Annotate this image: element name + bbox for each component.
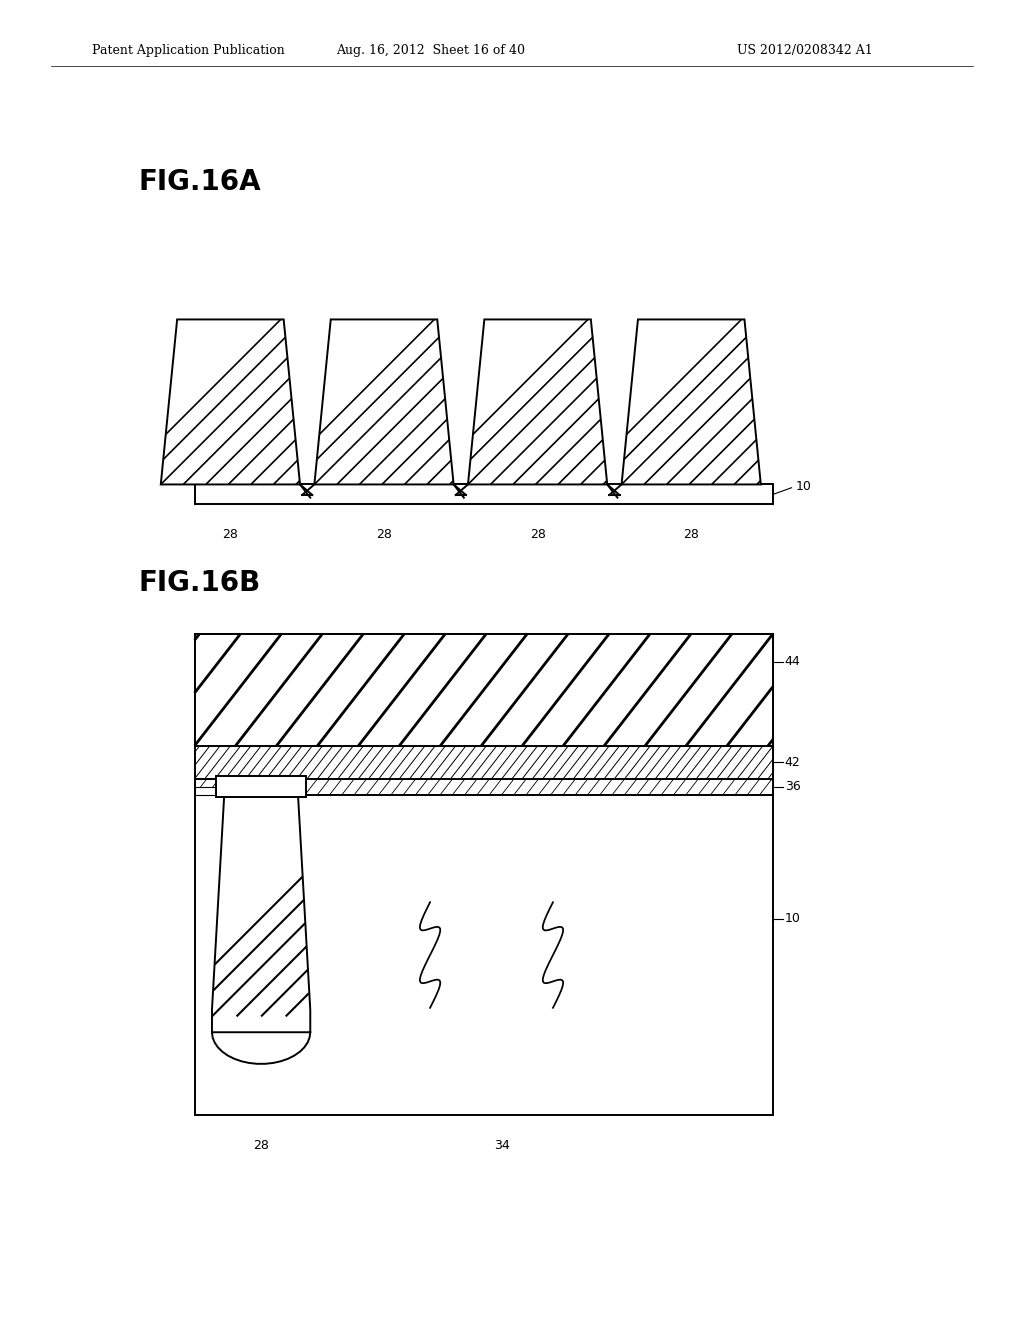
Text: Aug. 16, 2012  Sheet 16 of 40: Aug. 16, 2012 Sheet 16 of 40 bbox=[336, 44, 524, 57]
Polygon shape bbox=[212, 795, 310, 1032]
Polygon shape bbox=[314, 319, 454, 484]
Text: 28: 28 bbox=[529, 528, 546, 541]
Text: 10: 10 bbox=[784, 912, 801, 925]
Bar bbox=[195, 746, 773, 779]
Text: 28: 28 bbox=[376, 528, 392, 541]
Bar bbox=[195, 634, 773, 1115]
Text: 28: 28 bbox=[253, 1139, 269, 1152]
Bar bbox=[195, 484, 773, 504]
Bar bbox=[195, 634, 773, 746]
Text: 42: 42 bbox=[784, 756, 801, 768]
Bar bbox=[216, 776, 306, 797]
Polygon shape bbox=[468, 319, 607, 484]
Text: 10: 10 bbox=[796, 480, 812, 492]
Text: 44: 44 bbox=[784, 655, 801, 668]
Text: FIG.16A: FIG.16A bbox=[138, 168, 261, 197]
Polygon shape bbox=[161, 319, 300, 484]
Polygon shape bbox=[195, 787, 219, 795]
Text: 34: 34 bbox=[494, 1139, 510, 1152]
Text: 36: 36 bbox=[784, 780, 801, 793]
Bar bbox=[195, 779, 773, 795]
Text: 28: 28 bbox=[222, 528, 239, 541]
Text: 28: 28 bbox=[683, 528, 699, 541]
Text: FIG.16B: FIG.16B bbox=[138, 569, 260, 598]
Text: US 2012/0208342 A1: US 2012/0208342 A1 bbox=[737, 44, 873, 57]
Text: Patent Application Publication: Patent Application Publication bbox=[92, 44, 285, 57]
Polygon shape bbox=[622, 319, 761, 484]
